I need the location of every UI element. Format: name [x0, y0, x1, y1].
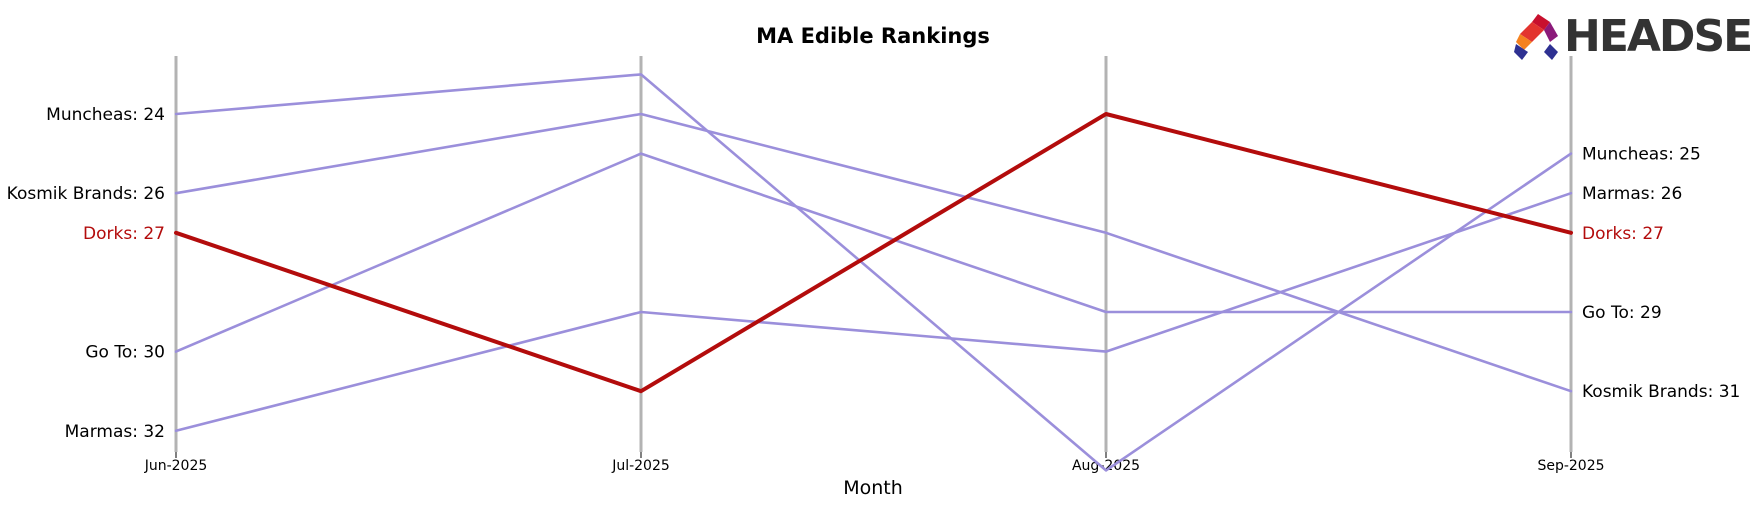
left-rank-label: Kosmik Brands: 26	[7, 184, 165, 204]
right-rank-label: Kosmik Brands: 31	[1582, 382, 1740, 402]
headset-logo: HEADSET	[1514, 11, 1750, 62]
series-line-muncheas	[174, 73, 1573, 472]
left-rank-label: Dorks: 27	[83, 224, 165, 244]
series-line-marmas	[174, 191, 1573, 433]
left-rank-label: Muncheas: 24	[46, 105, 165, 125]
x-tick-label: Sep-2025	[1537, 458, 1604, 474]
chart-title: MA Edible Rankings	[756, 24, 990, 48]
right-rank-label: Muncheas: 25	[1582, 145, 1701, 165]
x-axis-label: Month	[843, 477, 903, 499]
left-rank-label: Marmas: 32	[65, 422, 165, 442]
x-tick-label: Jul-2025	[611, 458, 670, 474]
series-line-dorks	[174, 112, 1573, 394]
month-axes: Jun-2025 Jul-2025 Aug-2025 Sep-2025	[144, 56, 1605, 474]
left-rank-label: Go To: 30	[85, 343, 165, 363]
right-rank-label: Dorks: 27	[1582, 224, 1664, 244]
series-lines	[174, 73, 1573, 472]
series-line-go-to	[174, 152, 1573, 353]
headset-logo-text: HEADSET	[1564, 11, 1750, 62]
rank-labels: Muncheas: 24 Kosmik Brands: 26 Dorks: 27 Go…	[7, 105, 1741, 442]
right-rank-label: Go To: 29	[1582, 303, 1662, 323]
right-rank-label: Marmas: 26	[1582, 184, 1682, 204]
x-tick-label: Jun-2025	[144, 458, 208, 474]
x-tick-label: Aug-2025	[1072, 458, 1140, 474]
headset-logo-mark	[1514, 14, 1558, 60]
